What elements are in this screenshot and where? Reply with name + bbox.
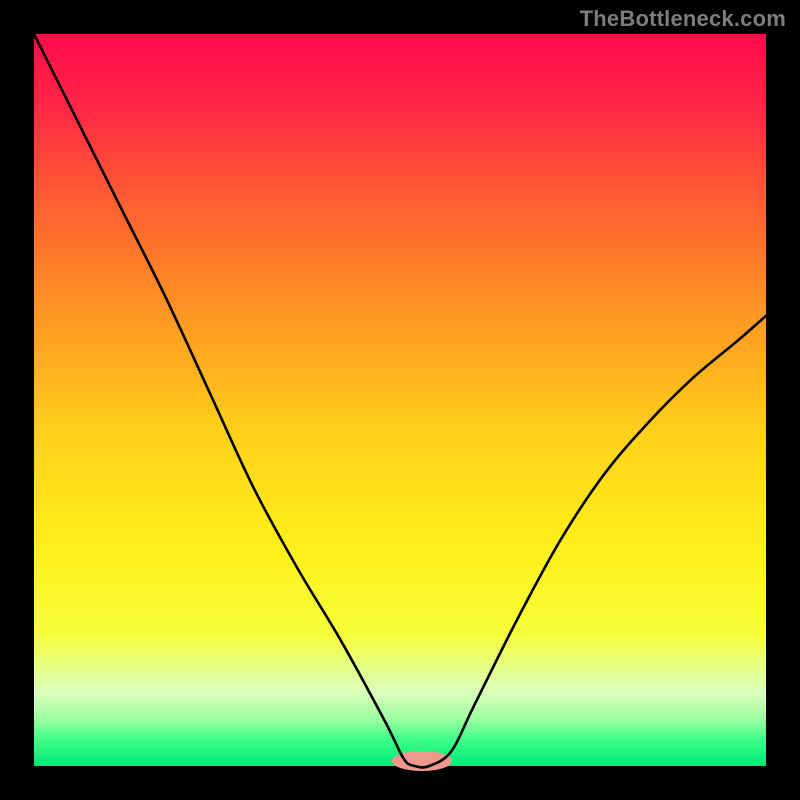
bottleneck-chart (0, 0, 800, 800)
watermark-text: TheBottleneck.com (580, 6, 786, 32)
chart-stage: TheBottleneck.com (0, 0, 800, 800)
plot-background (34, 34, 766, 766)
